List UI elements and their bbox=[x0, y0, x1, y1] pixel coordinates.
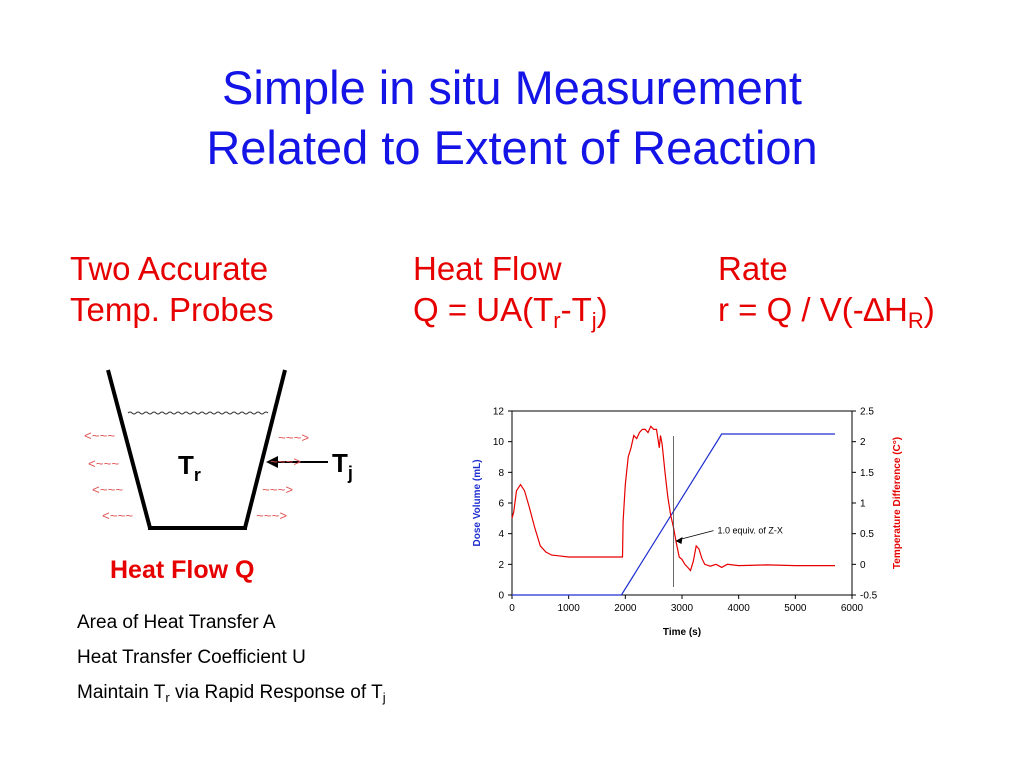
x-tick-label: 4000 bbox=[728, 603, 751, 614]
heat-flow-eq-prefix: Q = UA(T bbox=[413, 291, 554, 328]
heat-flow-eq-dash: -T bbox=[560, 291, 592, 328]
maintain-prefix: Maintain T bbox=[77, 682, 166, 703]
heat-flow-eq-close: ) bbox=[596, 291, 608, 328]
heat-mark-left-3: <~~~ bbox=[92, 483, 123, 498]
bullet-coefficient: Heat Transfer Coefficient U bbox=[77, 647, 306, 668]
probes-line-2: Temp. Probes bbox=[70, 291, 274, 328]
heat-flow-heading: Heat Flow Q = UA(Tr-Tj) bbox=[413, 248, 608, 333]
rate-eq-prefix: r = Q / V(- bbox=[718, 291, 864, 328]
y-axis-label: Dose Volume (mL) bbox=[472, 459, 483, 546]
maintain-sub-j: j bbox=[382, 690, 386, 705]
reactor-vessel-diagram: Tr Tj <~~~ <~~~ <~~~ <~~~ ~~~> ~~~> ~~~>… bbox=[84, 369, 353, 530]
dose-temperature-chart: 0 1000 2000 3000 4000 5000 6000024681012-0.500… bbox=[472, 407, 903, 639]
title-line-1: Simple in situ Measurement bbox=[222, 61, 802, 114]
rate-sub-R: R bbox=[907, 308, 924, 333]
y-tick-label: 12 bbox=[493, 407, 505, 418]
y2-axis-label: Temperature Difference (C°) bbox=[892, 437, 903, 569]
y2-tick-label: 1 bbox=[860, 499, 866, 510]
y2-tick-label: -0.5 bbox=[860, 591, 878, 602]
y-tick-label: 2 bbox=[498, 560, 504, 571]
heat-flow-sub-r: r bbox=[553, 308, 561, 333]
maintain-sub-r: r bbox=[165, 690, 170, 705]
y2-tick-label: 0.5 bbox=[860, 529, 874, 540]
heat-mark-left-2: <~~~ bbox=[88, 457, 119, 472]
x-tick-label: 1000 bbox=[558, 603, 581, 614]
tj-arrowhead bbox=[266, 456, 278, 468]
tr-label: Tr bbox=[178, 450, 201, 485]
y-tick-label: 10 bbox=[493, 437, 505, 448]
liquid-surface bbox=[127, 411, 269, 415]
x-axis-label: Time (s) bbox=[663, 627, 701, 638]
heat-marks: <~~~ <~~~ <~~~ <~~~ ~~~> ~~~> ~~~> ~~~> bbox=[84, 429, 309, 524]
heat-flow-title: Heat Flow bbox=[413, 250, 562, 287]
plot-frame bbox=[511, 410, 853, 596]
probes-heading: Two Accurate Temp. Probes bbox=[70, 248, 274, 330]
x-tick-label: 3000 bbox=[671, 603, 694, 614]
heat-mark-left-4: <~~~ bbox=[102, 509, 133, 524]
bullet-maintain: Maintain Tr via Rapid Response of Tj bbox=[77, 680, 386, 715]
rate-eq-h: H bbox=[883, 291, 908, 328]
heat-mark-right-1: ~~~> bbox=[278, 431, 309, 446]
rate-eq-close: ) bbox=[923, 291, 935, 328]
temperature-line bbox=[511, 425, 835, 572]
page-title: Simple in situ Measurement Related to Ex… bbox=[0, 58, 1024, 178]
rate-delta-symbol: ∆ bbox=[863, 291, 884, 328]
y2-tick-label: 2 bbox=[860, 437, 866, 448]
heat-mark-right-3: ~~~> bbox=[262, 483, 293, 498]
y2-tick-label: 2.5 bbox=[860, 407, 874, 418]
y-tick-label: 8 bbox=[498, 468, 504, 479]
rate-title: Rate bbox=[718, 250, 788, 287]
title-line-2: Related to Extent of Reaction bbox=[206, 121, 818, 174]
y-tick-label: 0 bbox=[498, 591, 504, 602]
y2-tick-label: 0 bbox=[860, 560, 866, 571]
heat-mark-left-1: <~~~ bbox=[84, 429, 115, 444]
heat-mark-right-4: ~~~> bbox=[256, 509, 287, 524]
heat-flow-sub-j: j bbox=[591, 308, 597, 333]
x-tick-label: 2000 bbox=[614, 603, 637, 614]
heat-flow-equation: Q = UA(Tr-Tj) bbox=[413, 289, 608, 333]
annotation-arrowhead bbox=[675, 537, 683, 545]
annotation-label: 1.0 equiv. of Z-X bbox=[718, 526, 783, 536]
x-tick-label: 5000 bbox=[784, 603, 807, 614]
x-tick-label: 0 bbox=[509, 603, 515, 614]
y-tick-label: 6 bbox=[498, 499, 504, 510]
vessel-right-wall bbox=[243, 369, 287, 529]
heat-flow-caption: Heat Flow Q bbox=[110, 556, 255, 584]
rate-heading: Rate r = Q / V(-∆HR) bbox=[718, 248, 935, 333]
rate-equation: r = Q / V(-∆HR) bbox=[718, 289, 935, 333]
probes-line-1: Two Accurate bbox=[70, 250, 269, 287]
annotation-arrow-line bbox=[678, 530, 714, 541]
dose-volume-line bbox=[512, 433, 835, 596]
bullet-list: Area of Heat Transfer A Heat Transfer Co… bbox=[77, 610, 386, 715]
bullet-area: Area of Heat Transfer A bbox=[77, 612, 276, 633]
x-tick-label: 6000 bbox=[841, 603, 864, 614]
vessel-left-wall bbox=[106, 369, 152, 529]
heat-mark-right-2: ~~~> bbox=[270, 455, 301, 470]
tj-label: Tj bbox=[332, 448, 353, 483]
maintain-mid: via Rapid Response of T bbox=[169, 682, 383, 703]
y2-tick-label: 1.5 bbox=[860, 468, 874, 479]
y-tick-label: 4 bbox=[498, 529, 504, 540]
